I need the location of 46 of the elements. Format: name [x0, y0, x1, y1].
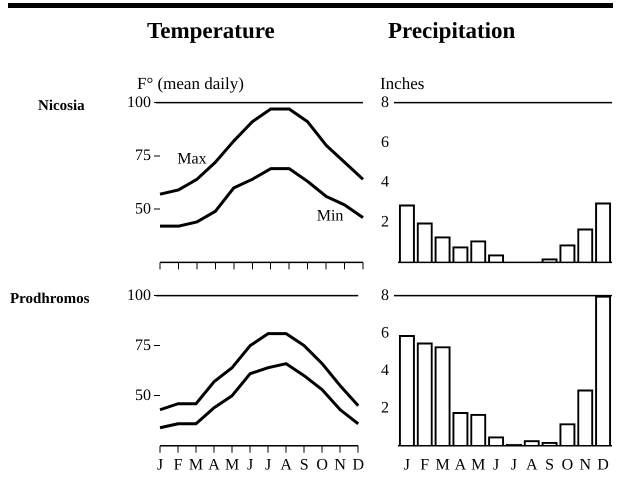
y-tick-label: 2 — [381, 399, 389, 416]
y-tick-label: 4 — [381, 174, 389, 191]
y-tick-label: 6 — [381, 134, 389, 151]
x-tick-label: M — [435, 456, 450, 474]
chart-title: Temperature — [147, 18, 275, 44]
y-tick-label: 8 — [381, 286, 389, 304]
x-tick-label: A — [280, 456, 292, 474]
legend-label: Max — [177, 150, 207, 168]
x-tick-label: J — [246, 456, 254, 474]
y-axis-title: F° (mean daily) — [137, 74, 244, 94]
text: Nicosia — [38, 98, 85, 115]
text: Prodhromos — [10, 291, 90, 308]
x-tick-label: S — [545, 456, 554, 474]
x-tick-label: J — [404, 456, 410, 474]
x-tick-label: N — [334, 456, 346, 474]
y-tick-label: 100 — [127, 286, 151, 304]
y-tick-label: 8 — [381, 94, 389, 111]
series-label: Min — [316, 208, 344, 225]
y-axis-title: Inches — [380, 74, 424, 94]
y-tick-label: 4 — [381, 362, 389, 379]
y-tick-label: 6 — [381, 324, 389, 342]
x-tick-label: D — [352, 456, 364, 474]
x-tick-label: O — [562, 456, 574, 474]
x-tick-label: J — [156, 456, 164, 474]
x-tick-label: M — [188, 456, 204, 474]
x-tick-label: F — [420, 456, 430, 474]
y-tick-label: 50 — [135, 386, 151, 404]
x-tick-label: M — [224, 456, 240, 474]
y-tick-label: 75 — [135, 147, 151, 164]
y-tick-label: 2 — [381, 214, 389, 231]
y-tick-label: 100 — [127, 94, 151, 111]
x-tick-label: A — [208, 456, 220, 474]
x-tick-label: J — [492, 456, 500, 474]
x-tick-label: M — [471, 456, 486, 474]
x-tick-label: J — [265, 456, 272, 474]
x-tick-label: S — [300, 456, 309, 474]
x-tick-label: D — [597, 456, 609, 474]
x-tick-label: J — [510, 456, 518, 474]
x-tick-label: N — [579, 456, 592, 474]
x-tick-label: A — [454, 456, 467, 474]
chart-title: Precipitation — [388, 18, 516, 44]
x-tick-label: F — [174, 456, 183, 474]
x-tick-label: O — [316, 456, 328, 474]
y-tick-label: 75 — [135, 336, 151, 354]
x-tick-label: A — [526, 456, 538, 474]
y-tick-label: 50 — [135, 200, 151, 218]
